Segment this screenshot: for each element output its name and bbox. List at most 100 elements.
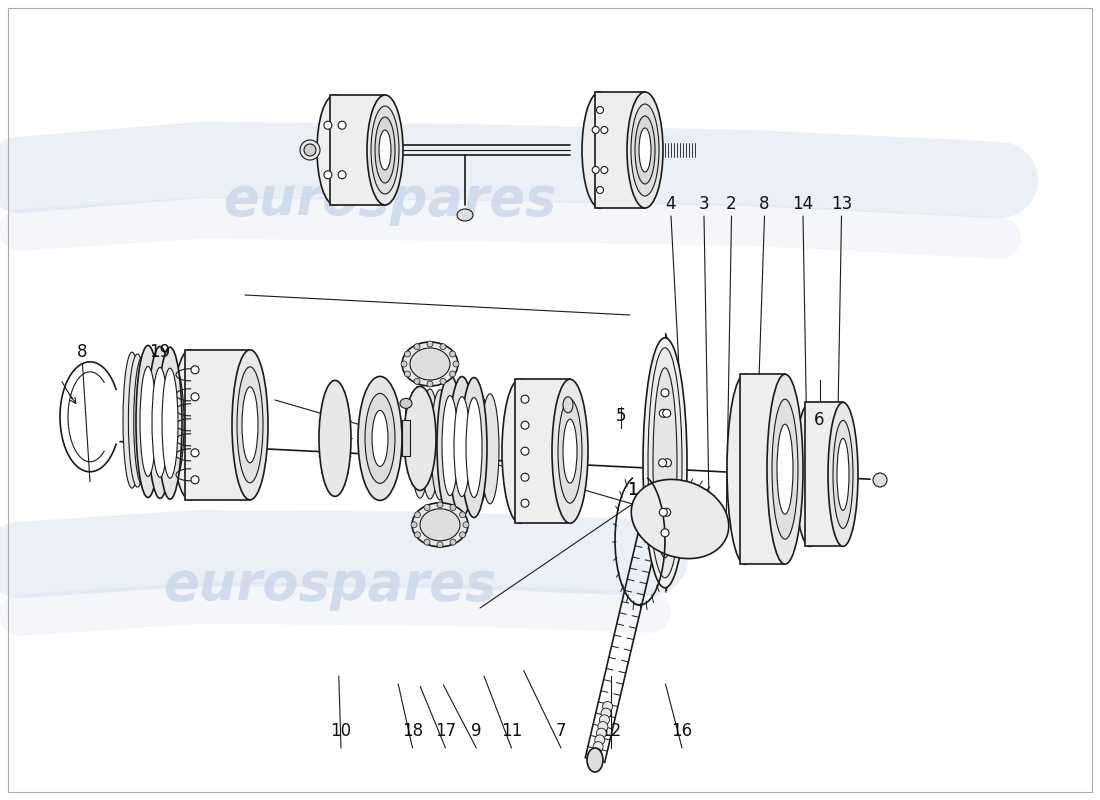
Circle shape (662, 410, 671, 418)
Circle shape (662, 508, 671, 516)
Ellipse shape (558, 399, 582, 503)
Circle shape (521, 473, 529, 481)
Ellipse shape (471, 393, 490, 503)
Ellipse shape (777, 424, 793, 514)
Ellipse shape (410, 348, 450, 380)
Circle shape (521, 395, 529, 403)
Text: 1: 1 (627, 481, 638, 499)
Ellipse shape (644, 338, 688, 588)
Text: 17: 17 (434, 722, 456, 740)
Ellipse shape (404, 386, 436, 490)
Circle shape (592, 166, 600, 174)
Circle shape (450, 371, 455, 377)
Circle shape (415, 532, 420, 538)
Ellipse shape (158, 347, 182, 499)
Ellipse shape (648, 348, 682, 578)
Ellipse shape (148, 346, 172, 498)
Ellipse shape (627, 92, 663, 208)
Circle shape (596, 106, 604, 114)
Ellipse shape (420, 509, 460, 541)
Text: 16: 16 (671, 722, 693, 740)
Ellipse shape (166, 368, 184, 480)
Ellipse shape (140, 366, 156, 477)
Ellipse shape (317, 95, 353, 205)
Ellipse shape (372, 410, 388, 466)
Circle shape (460, 532, 465, 538)
Text: 4: 4 (666, 195, 676, 213)
Circle shape (437, 502, 443, 508)
Ellipse shape (152, 367, 168, 478)
Ellipse shape (461, 378, 487, 518)
Circle shape (601, 126, 608, 134)
Ellipse shape (563, 397, 573, 413)
Text: 3: 3 (698, 195, 710, 213)
Ellipse shape (456, 209, 473, 221)
Text: 15: 15 (649, 407, 671, 425)
Ellipse shape (379, 130, 390, 170)
Ellipse shape (150, 362, 168, 483)
Circle shape (596, 186, 604, 194)
Ellipse shape (653, 368, 676, 558)
Circle shape (300, 140, 320, 160)
Circle shape (661, 529, 669, 537)
Ellipse shape (552, 379, 589, 523)
Circle shape (405, 371, 410, 377)
Ellipse shape (767, 374, 803, 564)
Ellipse shape (421, 389, 439, 499)
Text: 9: 9 (471, 722, 482, 740)
Circle shape (521, 421, 529, 429)
Circle shape (440, 378, 446, 384)
Ellipse shape (454, 397, 470, 497)
Text: 1: 1 (627, 481, 638, 499)
Circle shape (338, 170, 346, 178)
Ellipse shape (582, 92, 618, 208)
Circle shape (414, 378, 420, 384)
Ellipse shape (365, 394, 395, 483)
Text: eurospares: eurospares (163, 559, 497, 611)
Circle shape (405, 351, 410, 357)
Circle shape (601, 708, 610, 718)
Circle shape (424, 539, 430, 545)
Circle shape (402, 361, 407, 367)
Ellipse shape (161, 366, 178, 481)
Ellipse shape (441, 390, 459, 501)
Ellipse shape (155, 364, 174, 482)
Text: 10: 10 (330, 722, 352, 740)
Text: 8: 8 (759, 195, 770, 213)
Text: 19: 19 (148, 343, 170, 361)
Circle shape (453, 361, 459, 367)
Circle shape (411, 522, 417, 528)
Ellipse shape (123, 352, 141, 488)
Circle shape (304, 144, 316, 156)
Bar (595, 92, 645, 208)
Circle shape (603, 702, 613, 711)
Circle shape (323, 170, 332, 178)
Circle shape (600, 715, 609, 725)
Ellipse shape (375, 117, 395, 183)
Ellipse shape (837, 438, 849, 510)
Circle shape (424, 505, 430, 510)
Circle shape (596, 728, 606, 738)
Ellipse shape (431, 390, 449, 500)
Ellipse shape (772, 399, 798, 539)
Ellipse shape (442, 395, 458, 495)
Circle shape (521, 499, 529, 507)
Circle shape (661, 389, 669, 397)
Circle shape (460, 512, 465, 518)
Ellipse shape (242, 386, 258, 462)
Text: 13: 13 (830, 195, 852, 213)
Bar (740, 374, 785, 564)
Ellipse shape (727, 374, 763, 564)
Circle shape (338, 122, 346, 130)
Circle shape (450, 505, 456, 510)
Circle shape (450, 351, 455, 357)
Ellipse shape (631, 104, 659, 196)
Ellipse shape (400, 398, 412, 408)
Text: 18: 18 (402, 722, 424, 740)
Ellipse shape (461, 392, 478, 502)
Ellipse shape (232, 350, 268, 500)
Ellipse shape (162, 368, 178, 478)
Ellipse shape (563, 419, 578, 483)
Circle shape (659, 508, 668, 516)
Ellipse shape (134, 356, 152, 486)
